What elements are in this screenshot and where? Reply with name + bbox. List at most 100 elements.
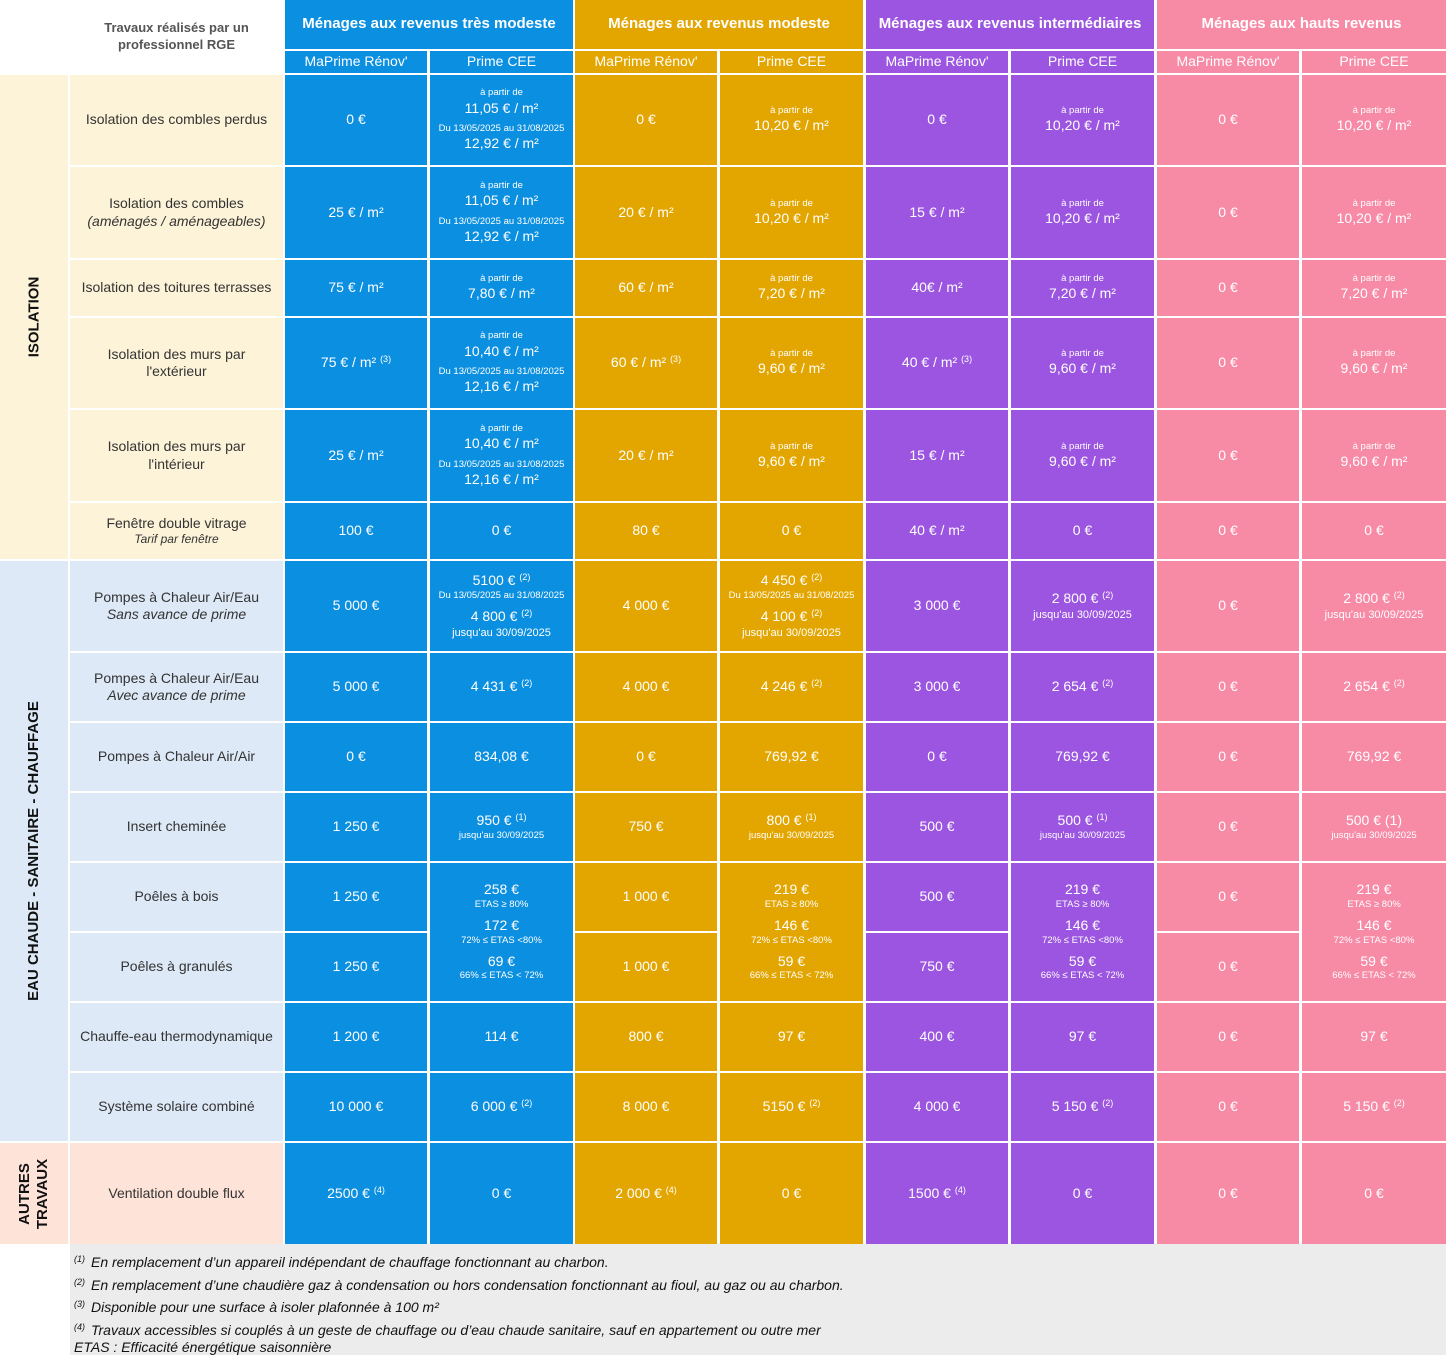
- cell-mpr-intermediate: 1500 € (4): [866, 1143, 1008, 1244]
- cell-cee-very-modest: à partir de 7,80 € / m²: [430, 260, 573, 316]
- cell-mpr-intermediate: 3 000 €: [866, 561, 1008, 651]
- cell-cee-stoves-intermediate: 219 € ETAS ≥ 80% 146 €72% ≤ ETAS <80% 59 €6…: [1011, 863, 1154, 1001]
- cell-mpr-intermediate: 0 €: [866, 75, 1008, 165]
- cell-mpr-high: 0 €: [1157, 1143, 1299, 1244]
- cell-mpr-intermediate: 40€ / m²: [866, 260, 1008, 316]
- cell-mpr-intermediate: 15 € / m²: [866, 410, 1008, 501]
- subheader-maprimerenov: MaPrime Rénov': [575, 51, 717, 73]
- cell-cee-high: 0 €: [1302, 1143, 1446, 1244]
- cell-cee-intermediate: 2 654 € (2): [1011, 653, 1154, 721]
- cell-cee-very-modest: 950 € (1) jusqu'au 30/09/2025: [430, 793, 573, 861]
- cell-cee-high: à partir de 10,20 € / m²: [1302, 75, 1446, 165]
- cell-mpr-very-modest: 10 000 €: [285, 1073, 427, 1141]
- cell-cee-intermediate: 0 €: [1011, 1143, 1154, 1244]
- cell-mpr-modest: 80 €: [575, 503, 717, 559]
- cell-mpr-very-modest: 1 200 €: [285, 1003, 427, 1071]
- cell-cee-very-modest: à partir de 10,40 € / m² Du 13/05/2025 au …: [430, 410, 573, 501]
- footnotes: (1) En remplacement d’un appareil indépen…: [70, 1244, 1446, 1355]
- cell-cee-high: 0 €: [1302, 503, 1446, 559]
- corner-label: Travaux réalisés par un professionnel RG…: [104, 20, 249, 52]
- cell-cee-high: à partir de 10,20 € / m²: [1302, 167, 1446, 258]
- cell-mpr-very-modest: 0 €: [285, 75, 427, 165]
- cell-cee-high: 2 800 € (2) jusqu'au 30/09/2025: [1302, 561, 1446, 651]
- cell-cee-very-modest: 5100 € (2) Du 13/05/2025 au 31/08/2025 4 8…: [430, 561, 573, 651]
- cell-cee-modest: à partir de 9,60 € / m²: [720, 410, 863, 501]
- row-label-poeles-granules: Poêles à granulés: [70, 933, 283, 1001]
- row-label-chauffe-eau: Chauffe-eau thermodynamique: [70, 1003, 283, 1071]
- cell-mpr-high: 0 €: [1157, 653, 1299, 721]
- cell-cee-modest: 0 €: [720, 503, 863, 559]
- cell-cee-modest: à partir de 10,20 € / m²: [720, 167, 863, 258]
- footnote: (2) En remplacement d’une chaudière gaz à…: [74, 1276, 844, 1293]
- group-header-very-modest: Ménages aux revenus très modeste: [285, 0, 573, 49]
- cell-cee-very-modest: 114 €: [430, 1003, 573, 1071]
- cell-mpr-very-modest: 75 € / m²: [285, 260, 427, 316]
- cell-mpr-modest: 0 €: [575, 723, 717, 791]
- cell-mpr-modest: 8 000 €: [575, 1073, 717, 1141]
- subheader-maprimerenov: MaPrime Rénov': [1157, 51, 1299, 73]
- cell-mpr-modest: 20 € / m²: [575, 167, 717, 258]
- cell-mpr-modest: 60 € / m² (3): [575, 318, 717, 408]
- cell-cee-modest: 5150 € (2): [720, 1073, 863, 1141]
- cell-cee-high: 769,92 €: [1302, 723, 1446, 791]
- cell-mpr-intermediate: 400 €: [866, 1003, 1008, 1071]
- cell-mpr-high: 0 €: [1157, 793, 1299, 861]
- cell-mpr-intermediate: 750 €: [866, 933, 1008, 1001]
- cell-mpr-modest: 20 € / m²: [575, 410, 717, 501]
- cell-cee-modest: 769,92 €: [720, 723, 863, 791]
- cell-cee-very-modest: 0 €: [430, 1143, 573, 1244]
- cell-cee-high: à partir de 9,60 € / m²: [1302, 318, 1446, 408]
- row-label-poeles-bois: Poêles à bois: [70, 863, 283, 931]
- cell-mpr-intermediate: 500 €: [866, 863, 1008, 931]
- cell-mpr-very-modest: 2500 € (4): [285, 1143, 427, 1244]
- cell-mpr-high: 0 €: [1157, 561, 1299, 651]
- cell-cee-intermediate: 5 150 € (2): [1011, 1073, 1154, 1141]
- group-header-modest: Ménages aux revenus modeste: [575, 0, 863, 49]
- cell-mpr-modest: 750 €: [575, 793, 717, 861]
- cell-mpr-modest: 1 000 €: [575, 863, 717, 931]
- cell-mpr-intermediate: 500 €: [866, 793, 1008, 861]
- cell-cee-intermediate: à partir de 10,20 € / m²: [1011, 75, 1154, 165]
- cell-cee-modest: 800 € (1) jusqu'au 30/09/2025: [720, 793, 863, 861]
- cell-mpr-very-modest: 5 000 €: [285, 561, 427, 651]
- subheader-prime-cee: Prime CEE: [1011, 51, 1154, 73]
- cell-cee-modest: à partir de 9,60 € / m²: [720, 318, 863, 408]
- cell-cee-modest: 97 €: [720, 1003, 863, 1071]
- cell-mpr-very-modest: 1 250 €: [285, 863, 427, 931]
- row-label-murs-exterieur: Isolation des murs par l'extérieur: [70, 318, 283, 408]
- footnote-etas: ETAS : Efficacité énergétique saisonnièr…: [74, 1339, 332, 1355]
- cell-cee-intermediate: 0 €: [1011, 503, 1154, 559]
- subheader-maprimerenov: MaPrime Rénov': [285, 51, 427, 73]
- cell-mpr-high: 0 €: [1157, 318, 1299, 408]
- cell-mpr-modest: 4 000 €: [575, 561, 717, 651]
- cell-mpr-high: 0 €: [1157, 1003, 1299, 1071]
- cell-mpr-intermediate: 40 € / m² (3): [866, 318, 1008, 408]
- cell-cee-very-modest: à partir de 10,40 € / m² Du 13/05/2025 au …: [430, 318, 573, 408]
- row-label-combles-amenages: Isolation des combles (aménagés / aménage…: [70, 167, 283, 258]
- cell-mpr-modest: 0 €: [575, 75, 717, 165]
- cell-mpr-high: 0 €: [1157, 1073, 1299, 1141]
- category-other-works: AUTRES TRAVAUX: [0, 1143, 68, 1244]
- cell-cee-high: 2 654 € (2): [1302, 653, 1446, 721]
- cell-mpr-high: 0 €: [1157, 863, 1299, 931]
- row-label-combles-perdus: Isolation des combles perdus: [70, 75, 283, 165]
- cell-mpr-very-modest: 5 000 €: [285, 653, 427, 721]
- cell-mpr-modest: 1 000 €: [575, 933, 717, 1001]
- cell-cee-modest: 4 246 € (2): [720, 653, 863, 721]
- subheader-prime-cee: Prime CEE: [1302, 51, 1446, 73]
- cell-mpr-intermediate: 4 000 €: [866, 1073, 1008, 1141]
- subheader-prime-cee: Prime CEE: [430, 51, 573, 73]
- cell-cee-modest: à partir de 7,20 € / m²: [720, 260, 863, 316]
- row-label-pac-air-air: Pompes à Chaleur Air/Air: [70, 723, 283, 791]
- cell-cee-very-modest: 834,08 €: [430, 723, 573, 791]
- cell-cee-very-modest: 4 431 € (2): [430, 653, 573, 721]
- row-label-pac-air-eau-avec-avance: Pompes à Chaleur Air/Eau Avec avance de p…: [70, 653, 283, 721]
- cell-cee-intermediate: à partir de 7,20 € / m²: [1011, 260, 1154, 316]
- cell-mpr-very-modest: 0 €: [285, 723, 427, 791]
- group-header-intermediate: Ménages aux revenus intermédiaires: [866, 0, 1154, 49]
- cell-cee-intermediate: à partir de 9,60 € / m²: [1011, 410, 1154, 501]
- row-label-toitures-terrasses: Isolation des toitures terrasses: [70, 260, 283, 316]
- cell-cee-stoves-high: 219 € ETAS ≥ 80% 146 €72% ≤ ETAS <80% 59 €6…: [1302, 863, 1446, 1001]
- cell-cee-modest: 4 450 € (2) Du 13/05/2025 au 31/08/2025 4 …: [720, 561, 863, 651]
- cell-mpr-very-modest: 100 €: [285, 503, 427, 559]
